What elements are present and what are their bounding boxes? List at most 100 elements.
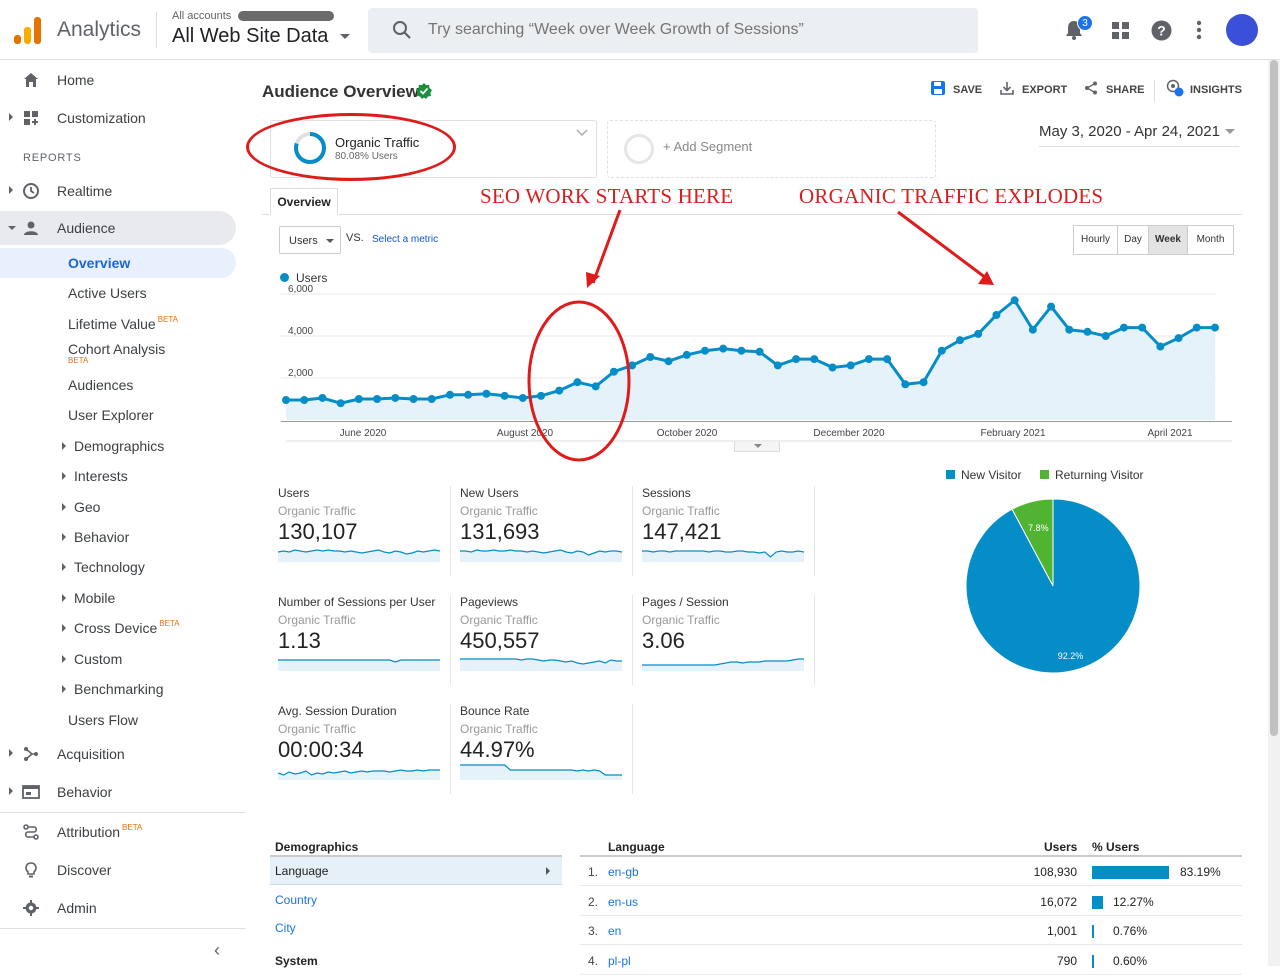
- table-row: 4. pl-pl 790 0.60%: [580, 946, 1242, 975]
- data-point: [1119, 323, 1128, 332]
- sidebar-item-cohort-analysis[interactable]: Cohort Analysis BETA: [0, 334, 236, 370]
- metric-tile[interactable]: Pages / Session Organic Traffic 3.06: [634, 595, 816, 691]
- chevron-down-icon[interactable]: [340, 34, 350, 39]
- export-button[interactable]: EXPORT: [1000, 82, 1067, 96]
- metric-tile[interactable]: Avg. Session Duration Organic Traffic 00:0…: [270, 704, 452, 800]
- granularity-hourly[interactable]: Hourly: [1073, 225, 1118, 255]
- language-link[interactable]: en-gb: [608, 865, 639, 879]
- sidebar-item-geo[interactable]: Geo: [0, 492, 236, 522]
- sidebar-item-label: Behavior: [57, 784, 113, 800]
- language-link[interactable]: en-us: [608, 894, 639, 909]
- search-input[interactable]: Try searching “Week over Week Growth of …: [368, 8, 978, 53]
- metric-segment: Organic Traffic: [642, 504, 720, 518]
- granularity-day[interactable]: Day: [1117, 225, 1149, 255]
- tab-overview[interactable]: Overview: [270, 188, 338, 215]
- demographics-label: City: [275, 921, 296, 935]
- sidebar-item-label: Custom: [74, 651, 123, 667]
- add-segment-button[interactable]: + Add Segment: [607, 120, 936, 178]
- chevron-down-icon[interactable]: [576, 129, 588, 137]
- sidebar-item-lifetime-value[interactable]: Lifetime Value BETA: [0, 309, 236, 339]
- avatar[interactable]: [1226, 14, 1258, 46]
- sidebar-item-acquisition[interactable]: Acquisition: [0, 737, 236, 771]
- collapse-sidebar-icon[interactable]: ‹: [214, 940, 220, 960]
- sidebar-item-behavior-sub[interactable]: Behavior: [0, 522, 236, 552]
- metric-tile[interactable]: Sessions Organic Traffic 147,421: [634, 486, 816, 582]
- sidebar-item-users-flow[interactable]: Users Flow: [0, 705, 236, 735]
- more-vert-icon[interactable]: [1196, 20, 1202, 40]
- sidebar-item-interests[interactable]: Interests: [0, 461, 236, 491]
- metric-selector[interactable]: Users: [279, 226, 341, 254]
- data-point: [1028, 325, 1037, 334]
- sidebar-item-home[interactable]: Home: [0, 63, 236, 97]
- sidebar-item-demographics[interactable]: Demographics: [0, 431, 236, 461]
- sidebar-item-benchmarking[interactable]: Benchmarking: [0, 674, 236, 704]
- metric-name: Pages / Session: [642, 595, 729, 609]
- sidebar-item-attribution[interactable]: Attribution BETA: [0, 815, 236, 849]
- share-icon: [1085, 81, 1097, 95]
- annotation-traffic-explodes: ORGANIC TRAFFIC EXPLODES: [799, 184, 1104, 208]
- help-icon[interactable]: ?: [1151, 20, 1172, 41]
- pct-value: 12.27%: [1113, 894, 1154, 909]
- sidebar-item-label: Audiences: [68, 377, 134, 393]
- data-point: [537, 391, 546, 400]
- chart-legend-label: Users: [296, 271, 328, 285]
- sidebar-item-label: Cross Device BETA: [74, 619, 180, 636]
- metric-tile[interactable]: Users Organic Traffic 130,107: [270, 486, 452, 582]
- language-link[interactable]: en: [608, 924, 622, 938]
- scrollbar-thumb[interactable]: [1270, 60, 1278, 736]
- sidebar-item-audience[interactable]: Audience: [0, 211, 236, 245]
- share-button[interactable]: SHARE: [1085, 81, 1145, 96]
- sidebar-item-realtime[interactable]: Realtime: [0, 174, 236, 208]
- metric-tile[interactable]: Bounce Rate Organic Traffic 44.97%: [452, 704, 634, 800]
- metric-tile[interactable]: Number of Sessions per User Organic Traff…: [270, 595, 452, 691]
- granularity-month[interactable]: Month: [1187, 225, 1234, 255]
- sidebar-item-admin[interactable]: Admin: [0, 891, 236, 925]
- sidebar-item-customization[interactable]: Customization: [0, 101, 236, 135]
- sidebar-item-discover[interactable]: Discover: [0, 853, 236, 887]
- sidebar-item-technology[interactable]: Technology: [0, 552, 236, 582]
- sidebar-item-custom[interactable]: Custom: [0, 644, 236, 674]
- data-point: [318, 393, 327, 402]
- sidebar-item-behavior[interactable]: Behavior: [0, 775, 236, 809]
- chart-area: [286, 300, 1215, 420]
- insights-button[interactable]: INSIGHTS: [1166, 79, 1242, 97]
- sidebar-item-label: User Explorer: [68, 407, 154, 423]
- app-name: Analytics: [57, 18, 142, 41]
- metric-name: Bounce Rate: [460, 704, 530, 718]
- sidebar-item-cross-device[interactable]: Cross Device BETA: [0, 613, 236, 643]
- top-bar: Analytics All accounts All Web Site Data…: [0, 0, 1280, 60]
- demographics-item-country[interactable]: Country: [270, 886, 562, 914]
- demographics-item-language[interactable]: Language: [270, 857, 562, 885]
- metric-tile[interactable]: Pageviews Organic Traffic 450,557: [452, 595, 634, 691]
- scrollbar[interactable]: [1268, 60, 1280, 966]
- data-point: [1211, 323, 1219, 332]
- chevron-right-icon: [62, 472, 66, 480]
- date-range-picker[interactable]: May 3, 2020 - Apr 24, 2021: [1039, 123, 1220, 140]
- sidebar-item-user-explorer[interactable]: User Explorer: [0, 400, 236, 430]
- analytics-logo-icon[interactable]: [14, 16, 42, 44]
- view-selector[interactable]: All Web Site Data: [172, 25, 329, 47]
- chevron-down-icon[interactable]: [1225, 129, 1235, 134]
- sparkline-line: [278, 769, 440, 776]
- data-point: [773, 361, 782, 370]
- select-metric-link[interactable]: Select a metric: [372, 234, 439, 245]
- pie-legend-label: Returning Visitor: [1055, 468, 1144, 482]
- sidebar-item-active-users[interactable]: Active Users: [0, 278, 236, 308]
- sidebar-item-mobile[interactable]: Mobile: [0, 583, 236, 613]
- metric-segment: Organic Traffic: [460, 722, 538, 736]
- metric-segment: Organic Traffic: [460, 613, 538, 627]
- data-point: [1083, 327, 1092, 336]
- beta-badge: BETA: [68, 356, 89, 365]
- demographics-item-city[interactable]: City: [270, 914, 562, 942]
- granularity-week[interactable]: Week: [1148, 225, 1188, 255]
- apps-grid-icon[interactable]: [1112, 22, 1129, 39]
- save-button[interactable]: SAVE: [931, 81, 982, 96]
- chart-collapse-toggle[interactable]: [734, 442, 780, 452]
- data-point: [573, 378, 582, 387]
- sidebar-item-audiences[interactable]: Audiences: [0, 370, 236, 400]
- metric-tile[interactable]: New Users Organic Traffic 131,693: [452, 486, 634, 582]
- sidebar-item-overview[interactable]: Overview: [0, 248, 236, 278]
- annotation-arrow: [897, 210, 987, 280]
- pct-bar: [1092, 866, 1170, 879]
- language-link[interactable]: pl-pl: [608, 953, 631, 968]
